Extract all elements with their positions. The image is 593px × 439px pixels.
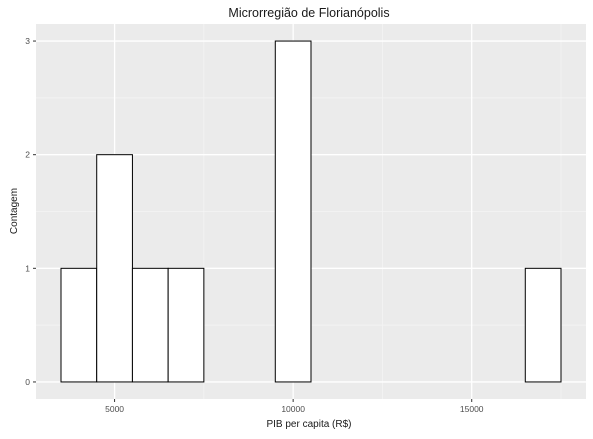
x-tick-label: 15000 — [460, 404, 484, 414]
histogram-bar — [275, 41, 311, 382]
chart-title: Microrregião de Florianópolis — [228, 6, 389, 20]
histogram-bar — [97, 155, 133, 382]
y-tick-label: 2 — [25, 150, 30, 160]
x-axis-label: PIB per capita (R$) — [266, 419, 351, 430]
x-tick-label: 10000 — [281, 404, 305, 414]
histogram-bar — [525, 268, 561, 382]
x-tick-label: 5000 — [105, 404, 124, 414]
y-tick-label: 3 — [25, 36, 30, 46]
histogram-bar — [132, 268, 168, 382]
y-tick-label: 0 — [25, 377, 30, 387]
y-tick-label: 1 — [25, 263, 30, 273]
y-axis-label: Contagem — [9, 188, 20, 234]
histogram-bar — [61, 268, 97, 382]
histogram-bar — [168, 268, 204, 382]
